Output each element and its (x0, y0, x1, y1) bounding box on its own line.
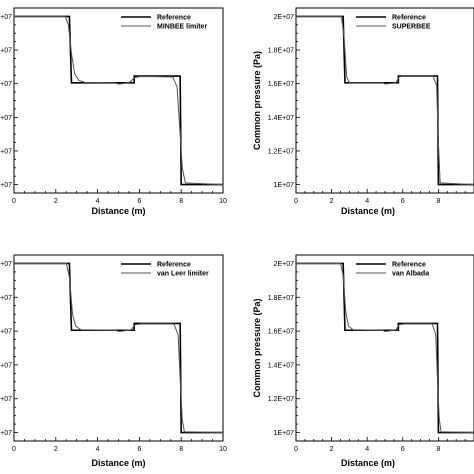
series-line-2 (14, 15, 223, 186)
x-tick-label: 8 (436, 446, 440, 453)
x-tick-label: 10 (219, 198, 227, 205)
series-line-2 (14, 262, 223, 434)
x-tick-label: 4 (365, 198, 369, 205)
legend-label: SUPERBEE (392, 24, 431, 31)
x-tick-label: 2 (54, 446, 58, 453)
y-tick-label: 1.2E+07 (268, 396, 294, 403)
series-line-1 (14, 262, 223, 434)
y-tick-label: 1.6E+07 (0, 329, 12, 336)
series-line-1 (296, 15, 474, 186)
x-axis-label: Distance (m) (91, 458, 145, 468)
x-axis-label: Distance (m) (91, 206, 145, 216)
legend-label: Reference (157, 262, 191, 269)
y-tick-label: 1E+07 (0, 430, 12, 437)
y-tick-label: 1.4E+07 (268, 115, 294, 122)
y-tick-label: 1.6E+07 (0, 81, 12, 88)
y-tick-label: 1.2E+07 (268, 148, 294, 155)
chart-panel-3: 0 2 4 6 8 10 1E+07 1.2E+07 1.4E+07 1.6E+07 1.8E+07… (0, 254, 227, 468)
y-tick-label: 1.8E+07 (268, 295, 294, 302)
y-tick-label: 2E+07 (274, 261, 295, 268)
plot-frame (13, 7, 224, 194)
x-tick-label: 4 (96, 446, 100, 453)
series-line-2 (296, 15, 474, 186)
plot-frame (13, 254, 224, 442)
x-tick-label: 0 (12, 198, 16, 205)
x-axis-label: Distance (m) (341, 458, 395, 468)
series-line-2 (296, 262, 474, 434)
y-tick-label: 1.6E+07 (268, 81, 294, 88)
x-tick-label: 0 (294, 446, 298, 453)
x-tick-label: 6 (401, 198, 405, 205)
x-tick-label: 8 (436, 198, 440, 205)
y-tick-label: 1.4E+07 (268, 362, 294, 369)
y-tick-label: 2E+07 (0, 14, 12, 21)
y-tick-label: 1.8E+07 (0, 295, 12, 302)
chart-panel-2: 0 2 4 6 8 1E+07 1.2E+07 1.4E+07 1.6E+07 1.8E+07 2E… (252, 7, 474, 216)
y-tick-label: 2E+07 (0, 261, 12, 268)
legend-label: Reference (392, 262, 426, 269)
x-axis-label: Distance (m) (341, 206, 395, 216)
y-axis-label: Common pressure (Pa) (252, 51, 262, 150)
y-tick-label: 1E+07 (0, 182, 12, 189)
x-tick-label: 6 (137, 198, 141, 205)
legend-label: MINBEE limiter (157, 24, 207, 31)
y-tick-label: 1.2E+07 (0, 396, 12, 403)
legend-label: Reference (392, 15, 426, 22)
y-tick-label: 1.4E+07 (0, 362, 12, 369)
x-tick-label: 0 (12, 446, 16, 453)
legend-label: Reference (157, 15, 191, 22)
y-tick-label: 1.2E+07 (0, 148, 12, 155)
x-tick-label: 6 (401, 446, 405, 453)
y-tick-label: 2E+07 (274, 14, 295, 21)
legend-label: van Albada (392, 271, 429, 278)
y-tick-label: 1.4E+07 (0, 115, 12, 122)
plot-frame (295, 7, 474, 194)
y-tick-label: 1.8E+07 (268, 48, 294, 55)
series-line-1 (296, 262, 474, 434)
y-axis-label: Common pressure (Pa) (252, 298, 262, 397)
y-tick-label: 1E+07 (274, 182, 295, 189)
x-tick-label: 2 (54, 198, 58, 205)
chart-panel-4: 0 2 4 6 8 1E+07 1.2E+07 1.4E+07 1.6E+07 1.8E+07 2E… (252, 254, 474, 468)
y-tick-label: 1E+07 (274, 430, 295, 437)
x-tick-label: 8 (179, 446, 183, 453)
x-tick-label: 8 (179, 198, 183, 205)
y-tick-label: 1.6E+07 (268, 329, 294, 336)
x-tick-label: 0 (294, 198, 298, 205)
x-tick-label: 2 (330, 198, 334, 205)
x-tick-label: 10 (219, 446, 227, 453)
x-tick-label: 4 (365, 446, 369, 453)
chart-panel-1: 0 2 4 6 8 10 1E+07 1.2E+07 1.4E+07 1.6E+07 1.8E+07… (0, 7, 227, 216)
x-tick-label: 2 (330, 446, 334, 453)
x-tick-label: 6 (137, 446, 141, 453)
x-tick-label: 4 (96, 198, 100, 205)
series-line-1 (14, 15, 223, 186)
y-tick-label: 1.8E+07 (0, 48, 12, 55)
plot-frame (295, 254, 474, 442)
legend-label: van Leer limiter (157, 271, 209, 278)
